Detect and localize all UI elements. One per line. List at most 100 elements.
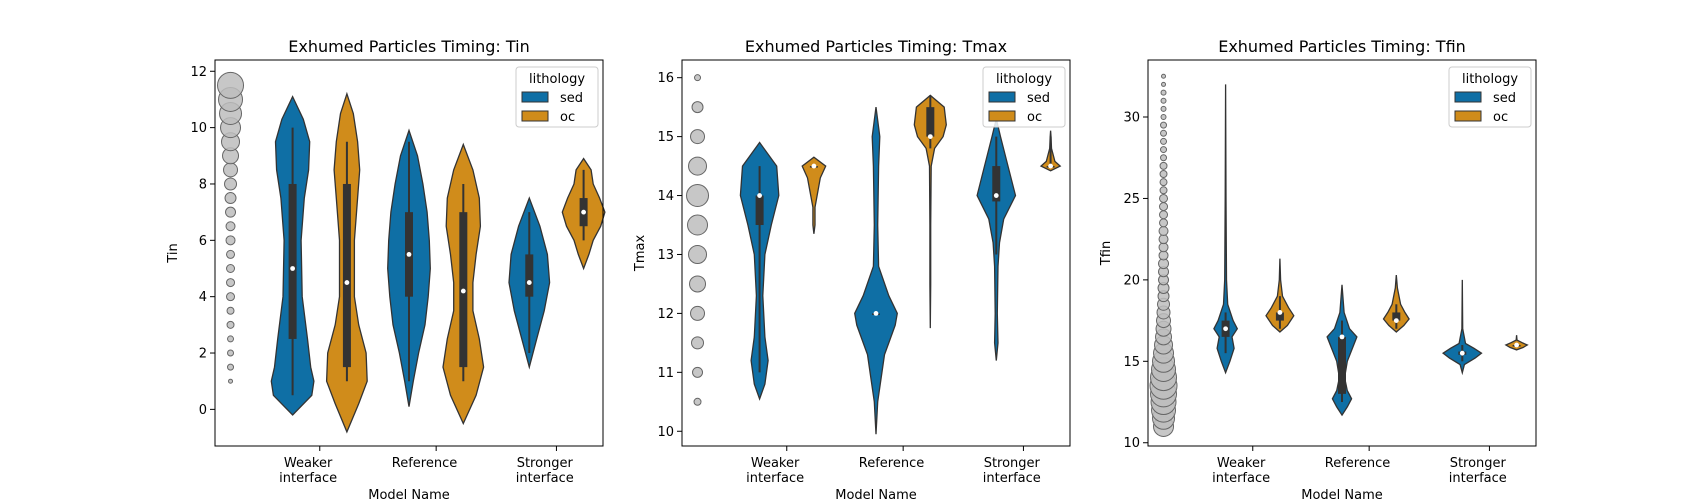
legend-label-oc: oc [1493,110,1508,125]
y-tick-label: 15 [1123,355,1140,370]
legend-label-oc: oc [1027,110,1042,125]
bubble-marker [1159,186,1168,195]
bubble-marker [1159,210,1169,220]
bubble-marker [688,156,708,176]
bubble-marker [224,192,237,205]
y-tick-label: 6 [199,234,207,249]
violin-sed-1 [1213,84,1239,375]
x-tick-label: interface [746,471,804,486]
bubble-marker [1160,137,1168,145]
legend-swatch-oc [521,110,549,122]
y-tick-label: 30 [1123,111,1140,126]
bubble-marker [693,397,702,406]
violin-box [1275,312,1284,321]
violin-oc-2 [1382,274,1410,333]
legend-label-oc: oc [560,110,575,125]
violin-oc-3 [1504,335,1529,351]
bubble-marker [691,101,704,114]
x-tick-label: Stronger [1450,456,1507,471]
violin-box [525,254,534,297]
y-tick-label: 16 [657,71,674,86]
violin-box [755,195,764,226]
y-tick-label: 12 [657,307,674,322]
violin-median [290,266,295,271]
legend-title: lithology [1462,72,1518,87]
legend-title: lithology [529,72,585,87]
legend-swatch-oc [988,110,1016,122]
x-tick-label: interface [279,471,337,486]
y-tick-label: 13 [657,248,674,263]
violin-oc-1 [801,156,827,234]
x-tick-label: Reference [1325,456,1390,471]
x-tick-label: interface [1212,471,1270,486]
x-tick-label: Stronger [517,456,574,471]
bubble-marker [226,249,236,259]
bubble-marker [227,363,235,371]
violin-box [342,183,351,368]
x-tick-label: interface [516,471,574,486]
bubble-marker [687,214,709,236]
violin-median [526,280,532,285]
violin-sed-3 [1441,279,1483,376]
violin-median [1393,318,1399,323]
bubble-marker [225,206,237,218]
legend-label-sed: sed [1027,91,1050,106]
legend-swatch-sed [988,91,1016,103]
bubble-marker [1159,178,1168,187]
bubble-marker [692,366,704,378]
y-tick-label: 20 [1123,273,1140,288]
violin-median [993,193,999,198]
violin-median [873,311,879,316]
bubble-marker [227,349,235,357]
bubble-marker [1160,97,1167,104]
violin-median [1514,342,1519,348]
y-tick-label: 12 [190,65,207,80]
legend: lithology sed oc [515,66,599,128]
x-axis-label: Model Name [1301,488,1383,500]
violin-box [926,107,935,137]
bubble-marker [1159,161,1168,170]
y-axis-label: Tfin [1099,241,1114,266]
violin-median [1048,163,1053,169]
x-axis-label: Model Name [368,488,450,500]
chart-title: Exhumed Particles Timing: Tmax [745,37,1007,56]
bubble-marker [1160,154,1168,162]
bubble-marker [1160,129,1168,137]
violin-median [1223,326,1228,332]
y-tick-label: 2 [199,347,207,362]
legend-swatch-sed [521,91,549,103]
y-tick-label: 10 [190,121,207,136]
axes-frame [1147,59,1537,447]
violin-oc-1 [1265,258,1295,333]
violin-sed-2 [854,107,898,435]
legend-swatch-sed [1454,91,1482,103]
y-tick-label: 4 [199,290,207,305]
x-tick-label: Weaker [751,456,800,471]
y-tick-label: 25 [1123,192,1140,207]
y-axis-label: Tmax [633,235,648,273]
violin-median [811,163,817,169]
bubble-marker [217,71,245,99]
x-axis-label: Model Name [835,488,917,500]
bubble-marker [1159,202,1169,212]
y-axis-label: Tin [166,243,181,263]
y-tick-label: 11 [657,366,674,381]
bubble-marker [691,336,705,350]
axes-frame [681,59,1071,447]
legend: lithology sed oc [1448,66,1532,128]
bubble-marker [226,320,235,329]
bubble-marker [226,292,236,302]
bubble-marker [1160,89,1167,96]
bubble-marker [1161,81,1167,87]
violin-median [1459,350,1465,356]
violin-median [1277,310,1283,315]
bubble-marker [1161,73,1167,79]
x-tick-label: interface [1449,471,1507,486]
x-tick-label: Weaker [284,456,333,471]
bubble-marker [228,378,234,384]
violin-median [406,252,412,257]
